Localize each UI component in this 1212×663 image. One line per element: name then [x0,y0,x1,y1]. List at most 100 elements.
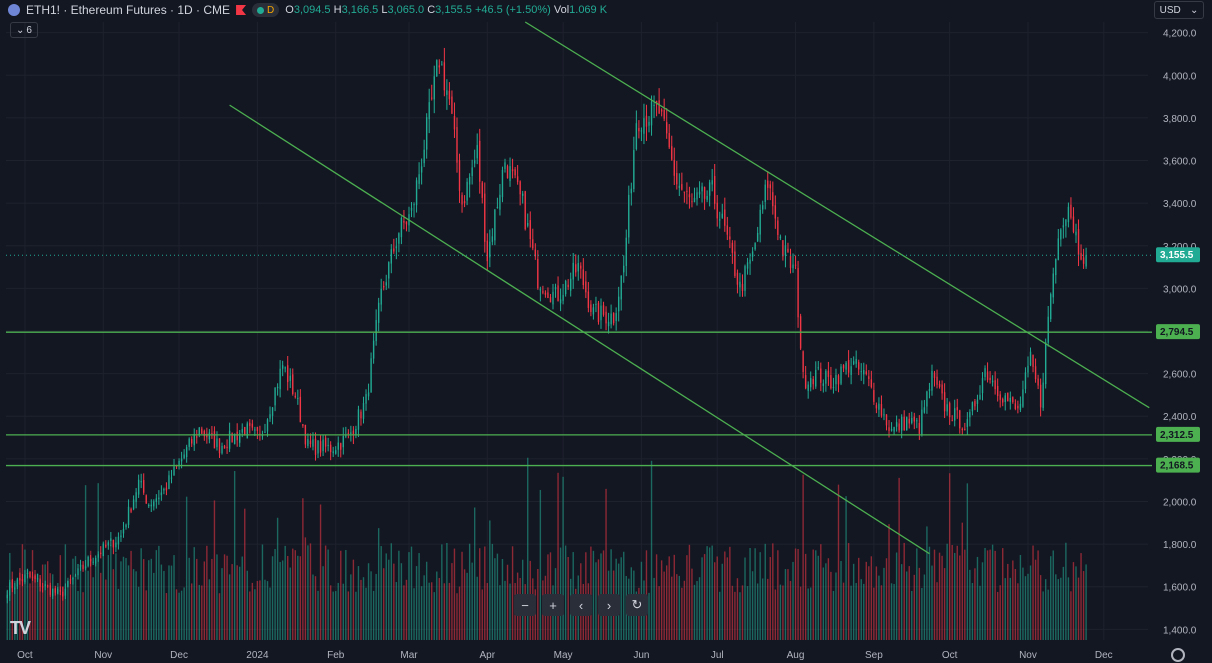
candle-body [1019,403,1022,410]
volume-bar [739,592,741,640]
volume-bar [1077,577,1080,640]
volume-bar [936,582,938,640]
symbol-title[interactable]: ETH1! · Ethereum Futures · 1D · CME [26,3,231,17]
candle-body [782,240,784,257]
volume-bar [789,580,792,640]
candle-body [938,383,941,387]
reset-chart-button[interactable]: ↻ [626,594,648,616]
trendline [524,21,1150,409]
candle-body [501,170,504,198]
y-tick-label: 2,400.0 [1163,412,1197,423]
market-status-badge[interactable]: D [252,3,280,17]
scroll-right-button[interactable]: › [598,594,620,616]
y-tick-label: 3,400.0 [1163,199,1197,210]
chevron-down-icon: ⌄ [1189,4,1199,16]
candle-body [473,160,476,164]
volume-label: Vol [553,4,570,16]
volume-bar [1070,591,1072,640]
volume-bar [714,562,716,640]
volume-bar [34,570,36,640]
flag-icon[interactable] [236,5,247,15]
candle-body [564,280,567,295]
candle-body [180,458,183,462]
candle-body [580,265,582,269]
volume-bar [827,558,830,640]
candle-body [787,248,789,252]
candle-body [145,495,147,504]
volume-bar [1009,577,1011,640]
volume-bar [888,524,890,640]
candle-body [170,477,173,479]
volume-bar [271,556,274,640]
currency-select[interactable]: USD ⌄ [1154,1,1204,19]
volume-bar [959,555,961,640]
candle-body [534,249,537,257]
tradingview-logo[interactable]: TV [10,618,31,638]
volume-bar [479,548,481,640]
volume-bar [696,581,698,640]
candle-body [539,288,542,291]
volume-bar [913,574,915,640]
volume-bar [1032,545,1034,640]
last-price-tag [1156,247,1200,263]
volume-bar [299,556,302,640]
candle-body [696,192,698,200]
settings-icon[interactable] [1171,648,1185,662]
scroll-left-button[interactable]: ‹ [570,594,592,616]
volume-bar [165,593,168,640]
candle-body [941,384,943,394]
volume-bar [880,585,883,640]
candle-body [880,404,883,416]
volume-bar [362,577,365,640]
x-tick-label: Nov [1019,650,1037,661]
zoom-in-button[interactable]: + [542,594,564,616]
candle-body [820,368,822,383]
candle-body [112,539,115,548]
candle-body [292,374,294,394]
chevron-down-icon: ⌄ [16,24,25,36]
zoom-out-button[interactable]: − [514,594,536,616]
volume-bar [777,550,779,640]
volume-bar [375,573,377,640]
candle-body [754,243,756,250]
candle-body [132,499,135,510]
volume-bar [956,545,958,640]
candle-body [244,426,246,436]
candle-body [486,240,489,262]
volume-bar [1055,574,1057,640]
volume-bar [54,588,56,640]
volume-bar [168,565,170,640]
volume-bar [59,555,62,640]
volume-bar [367,563,370,640]
candle-body [698,191,701,195]
volume-bar [39,578,41,640]
candle-body [744,266,746,291]
candle-body [888,427,890,431]
candle-body [1072,216,1075,232]
candle-body [1077,229,1080,255]
volume-bar [458,586,461,640]
candle-body [302,424,304,426]
candle-body [11,580,14,589]
candle-body [433,76,435,100]
indicators-toggle[interactable]: ⌄ 6 [10,22,38,38]
candle-body [1024,372,1027,389]
close-label: C [427,4,436,16]
volume-bar [769,557,771,640]
candle-body [514,169,516,176]
candle-body [640,130,643,132]
candle-body [716,202,718,219]
candle-body [587,291,590,308]
candle-body [221,445,223,454]
volume-bar [860,579,862,640]
volume-bar [1037,550,1039,640]
volume-bar [815,550,817,640]
candle-body [34,575,36,579]
volume-bar [188,557,190,640]
volume-bar [509,583,511,640]
candle-body [410,207,413,211]
volume-bar [148,560,150,640]
candle-body [183,454,185,459]
candle-body [456,127,458,163]
